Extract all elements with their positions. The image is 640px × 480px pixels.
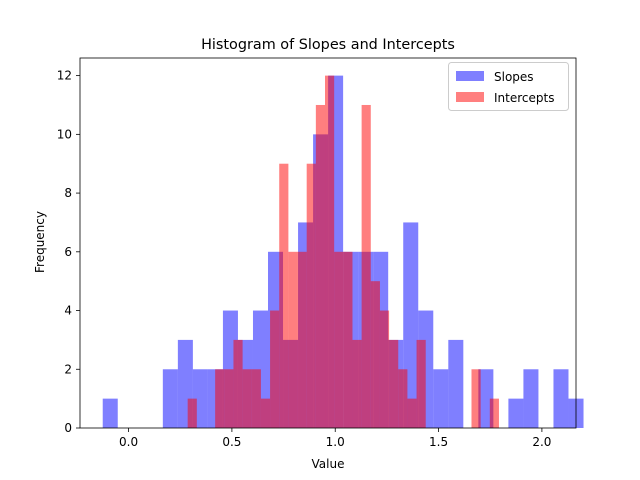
intercepts-bar <box>379 310 390 428</box>
intercepts-bar <box>343 251 353 428</box>
slopes-bar <box>553 369 569 428</box>
x-tick-label: 2.0 <box>532 435 551 449</box>
intercepts-bar <box>215 369 225 428</box>
x-axis-title: Value <box>312 457 345 471</box>
x-tick-label: 1.0 <box>326 435 345 449</box>
intercepts-bar <box>306 163 316 428</box>
axes <box>79 57 577 429</box>
legend-label-slopes: Slopes <box>494 70 534 84</box>
intercepts-bar <box>352 339 362 428</box>
y-tick-label: 0 <box>64 421 72 435</box>
chart-title: Histogram of Slopes and Intercepts <box>201 37 455 53</box>
intercepts-bar <box>325 75 335 429</box>
y-tick-label: 12 <box>57 69 72 83</box>
legend-swatch-intercepts <box>456 92 484 102</box>
slopes-bar <box>433 369 449 428</box>
intercepts-bars <box>187 75 499 429</box>
y-axis-ticks: 0 2 4 6 8 10 12 <box>57 69 80 435</box>
intercepts-bar <box>270 310 280 428</box>
legend-swatch-slopes <box>456 71 484 81</box>
intercepts-bar <box>315 104 326 428</box>
slopes-bar <box>162 369 178 428</box>
intercepts-bar <box>398 369 408 428</box>
axes-frame <box>79 57 577 429</box>
x-tick-label: 1.5 <box>429 435 448 449</box>
intercepts-bar <box>361 104 371 428</box>
intercepts-bar <box>187 398 197 428</box>
intercepts-bar <box>389 339 399 428</box>
y-tick-label: 4 <box>64 304 72 318</box>
intercepts-bar <box>233 339 243 428</box>
slopes-bar <box>508 398 524 428</box>
intercepts-bar <box>242 369 252 428</box>
intercepts-bar <box>334 251 344 428</box>
intercepts-bar <box>288 251 298 428</box>
y-tick-label: 6 <box>64 245 72 259</box>
slopes-bar <box>448 339 464 428</box>
intercepts-bar <box>489 398 499 428</box>
y-tick-label: 2 <box>64 362 72 376</box>
y-axis-title: Frequency <box>33 211 47 273</box>
x-axis-ticks: 0.0 0.5 1.0 1.5 2.0 <box>119 428 551 449</box>
y-tick-label: 8 <box>64 186 72 200</box>
slopes-bar <box>102 398 118 428</box>
x-tick-label: 0.5 <box>222 435 241 449</box>
x-tick-label: 0.0 <box>119 435 138 449</box>
intercepts-bar <box>471 369 481 428</box>
slopes-bar <box>523 369 539 428</box>
intercepts-bar <box>251 369 261 428</box>
intercepts-bar <box>279 163 289 428</box>
intercepts-bar <box>370 281 380 428</box>
legend: Slopes Intercepts <box>448 62 569 111</box>
intercepts-bar <box>224 369 234 428</box>
slopes-bar <box>478 369 494 428</box>
intercepts-bar <box>260 398 271 428</box>
intercepts-bar <box>407 398 417 428</box>
intercepts-bar <box>416 339 426 428</box>
y-tick-label: 10 <box>57 127 72 141</box>
legend-label-intercepts: Intercepts <box>494 91 554 105</box>
intercepts-bar <box>297 251 307 428</box>
